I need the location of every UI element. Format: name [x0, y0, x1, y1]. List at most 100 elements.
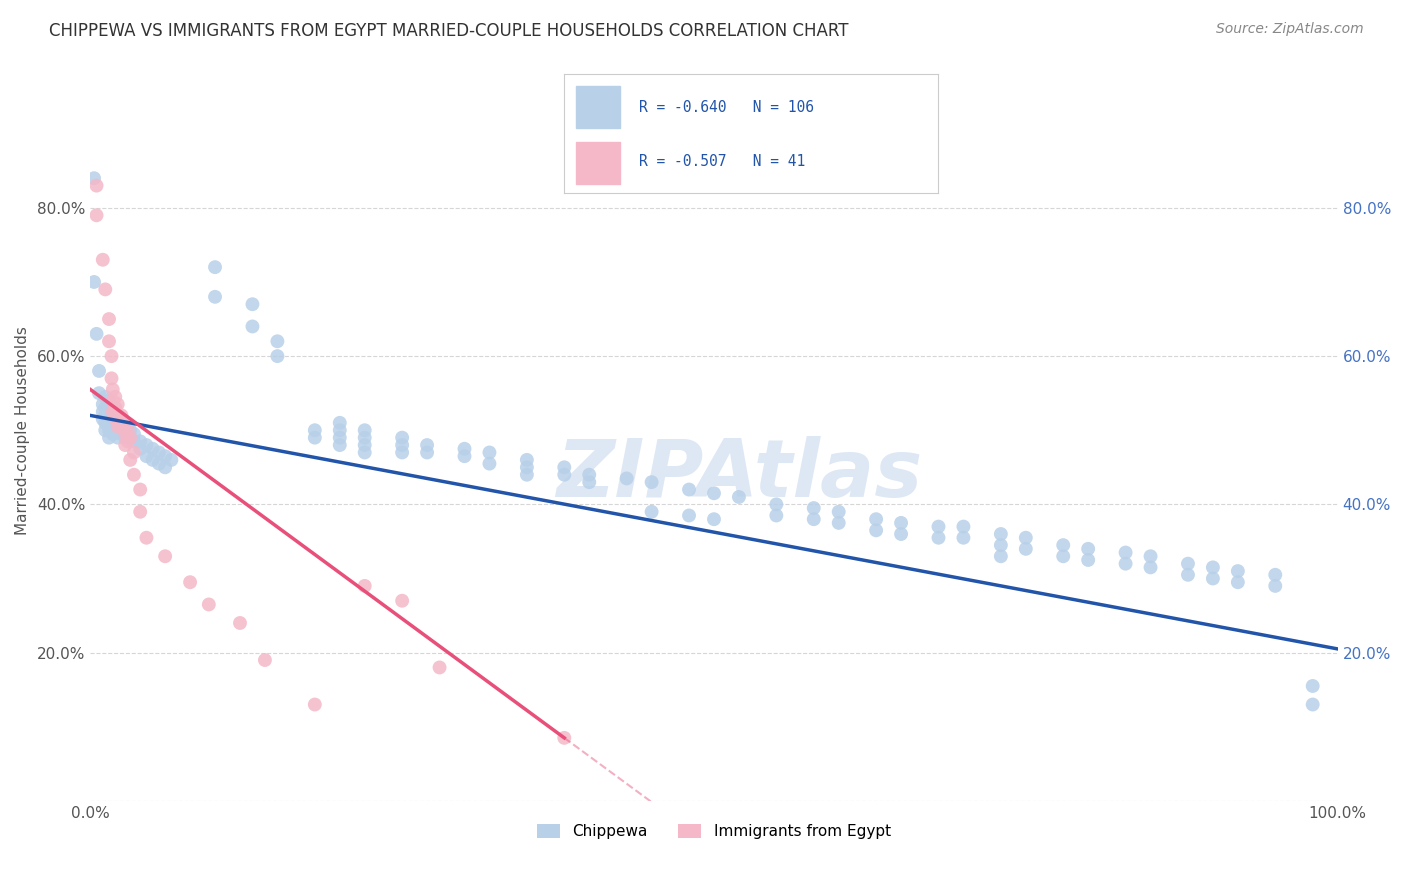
Point	[83, 171, 105, 186]
Point	[98, 312, 121, 326]
Point	[1177, 557, 1199, 571]
Point	[204, 260, 226, 275]
Point	[104, 409, 127, 423]
Point	[1202, 572, 1225, 586]
Point	[478, 457, 501, 471]
Point	[416, 445, 439, 459]
Point	[101, 401, 124, 415]
Point	[391, 431, 413, 445]
Point	[91, 412, 114, 426]
Text: CHIPPEWA VS IMMIGRANTS FROM EGYPT MARRIED-COUPLE HOUSEHOLDS CORRELATION CHART: CHIPPEWA VS IMMIGRANTS FROM EGYPT MARRIE…	[49, 22, 849, 40]
Point	[990, 538, 1012, 552]
Point	[865, 512, 887, 526]
Point	[120, 423, 142, 437]
Point	[553, 467, 575, 482]
Y-axis label: Married-couple Households: Married-couple Households	[15, 326, 30, 534]
Point	[120, 453, 142, 467]
Point	[117, 419, 139, 434]
Point	[94, 416, 117, 430]
Point	[148, 457, 170, 471]
Point	[678, 483, 700, 497]
Point	[114, 416, 136, 430]
Point	[98, 416, 121, 430]
Point	[87, 364, 110, 378]
Point	[86, 178, 108, 193]
Point	[142, 442, 165, 456]
Point	[87, 386, 110, 401]
Point	[129, 505, 152, 519]
Point	[107, 409, 129, 423]
Point	[242, 297, 264, 311]
Point	[107, 423, 129, 437]
Point	[122, 445, 145, 459]
Point	[516, 453, 538, 467]
Point	[890, 527, 912, 541]
Point	[1226, 564, 1249, 578]
Point	[990, 549, 1012, 564]
Point	[98, 431, 121, 445]
Point	[1226, 575, 1249, 590]
Point	[1202, 560, 1225, 574]
Point	[153, 449, 176, 463]
Point	[179, 575, 201, 590]
Point	[122, 467, 145, 482]
Point	[153, 549, 176, 564]
Point	[478, 445, 501, 459]
Point	[266, 334, 288, 349]
Point	[98, 423, 121, 437]
Point	[86, 326, 108, 341]
Point	[114, 423, 136, 437]
Point	[101, 419, 124, 434]
Point	[98, 334, 121, 349]
Point	[353, 431, 375, 445]
Point	[104, 401, 127, 415]
Point	[765, 497, 787, 511]
Point	[1177, 567, 1199, 582]
Point	[1115, 545, 1137, 559]
Point	[104, 390, 127, 404]
Point	[803, 501, 825, 516]
Point	[107, 397, 129, 411]
Point	[101, 405, 124, 419]
Point	[304, 431, 326, 445]
Point	[101, 383, 124, 397]
Point	[110, 426, 132, 441]
Point	[83, 275, 105, 289]
Point	[703, 512, 725, 526]
Point	[828, 516, 851, 530]
Point	[890, 516, 912, 530]
Point	[101, 426, 124, 441]
Point	[304, 698, 326, 712]
Point	[1264, 567, 1286, 582]
Point	[107, 416, 129, 430]
Point	[104, 416, 127, 430]
Point	[1264, 579, 1286, 593]
Point	[640, 505, 662, 519]
Point	[135, 449, 157, 463]
Point	[1015, 531, 1038, 545]
Point	[110, 409, 132, 423]
Text: Source: ZipAtlas.com: Source: ZipAtlas.com	[1216, 22, 1364, 37]
Point	[990, 527, 1012, 541]
Point	[101, 393, 124, 408]
Point	[114, 426, 136, 441]
Point	[329, 416, 352, 430]
Point	[94, 282, 117, 296]
Point	[828, 505, 851, 519]
Point	[110, 412, 132, 426]
Point	[91, 405, 114, 419]
Point	[353, 438, 375, 452]
Point	[107, 409, 129, 423]
Point	[1115, 557, 1137, 571]
Point	[952, 531, 974, 545]
Point	[94, 423, 117, 437]
Point	[329, 431, 352, 445]
Point	[122, 426, 145, 441]
Point	[553, 731, 575, 745]
Point	[101, 412, 124, 426]
Point	[135, 531, 157, 545]
Point	[1052, 549, 1074, 564]
Point	[114, 431, 136, 445]
Point	[117, 423, 139, 437]
Point	[353, 579, 375, 593]
